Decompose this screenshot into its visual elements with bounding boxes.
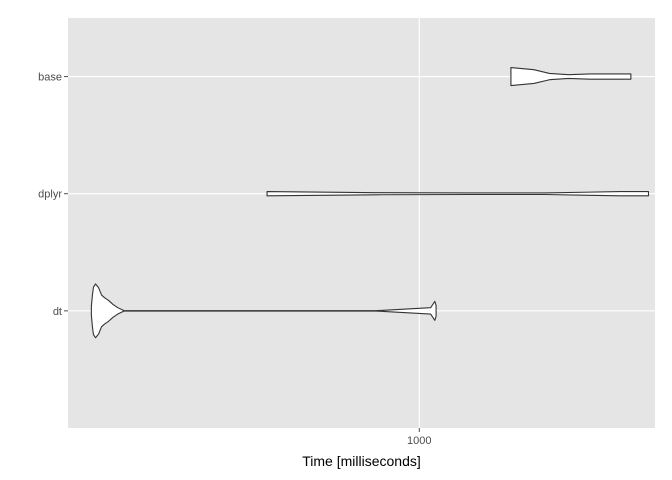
violins <box>90 67 650 339</box>
x-axis-title: Time [milliseconds] <box>302 453 421 469</box>
y-tick-label-dt: dt <box>53 306 62 318</box>
violin-dplyr <box>266 191 650 197</box>
y-axis: base dplyr dt <box>38 72 68 318</box>
plot-panel <box>68 18 655 428</box>
violin-base <box>510 67 632 87</box>
x-axis: 1000 <box>407 428 432 447</box>
x-tick-label-1000: 1000 <box>407 435 431 447</box>
violin-dt <box>90 283 437 339</box>
y-tick-label-base: base <box>38 72 62 84</box>
y-tick-label-dplyr: dplyr <box>38 189 62 201</box>
